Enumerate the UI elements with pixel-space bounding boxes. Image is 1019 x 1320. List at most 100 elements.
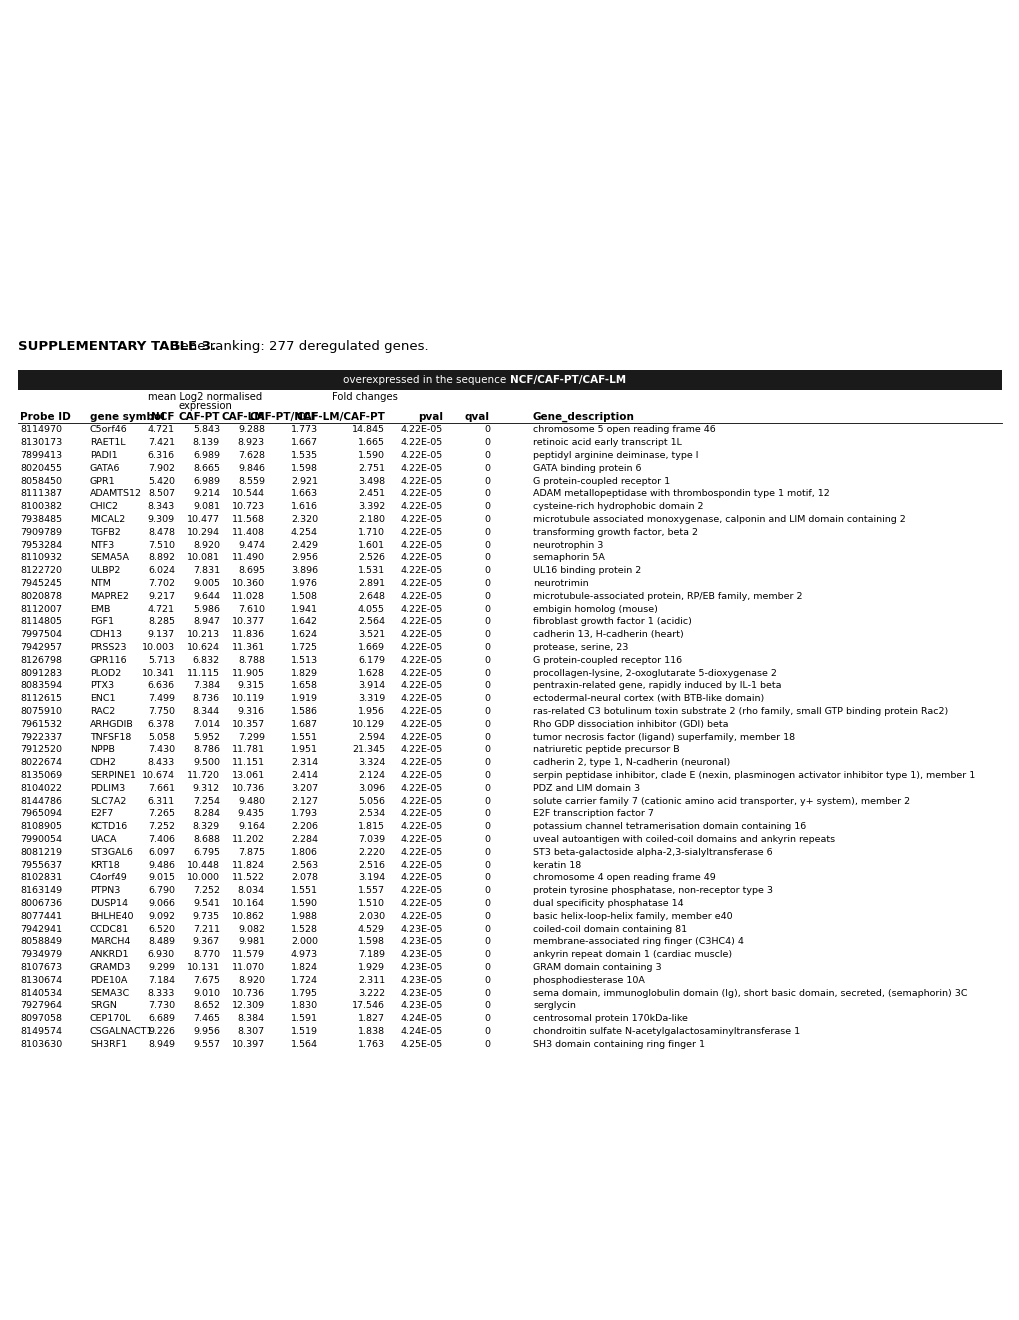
Text: 4.24E-05: 4.24E-05 — [400, 1027, 442, 1036]
Text: retinoic acid early transcript 1L: retinoic acid early transcript 1L — [533, 438, 682, 447]
Text: 4.22E-05: 4.22E-05 — [400, 822, 442, 832]
Text: 6.689: 6.689 — [148, 1014, 175, 1023]
Text: 0: 0 — [484, 784, 489, 793]
Text: UACA: UACA — [90, 836, 116, 843]
Text: 1.665: 1.665 — [358, 438, 384, 447]
Text: 4.25E-05: 4.25E-05 — [400, 1040, 442, 1049]
Text: 0: 0 — [484, 630, 489, 639]
Text: 3.392: 3.392 — [358, 503, 384, 511]
Text: RAET1L: RAET1L — [90, 438, 125, 447]
Text: 1.624: 1.624 — [290, 630, 318, 639]
Text: 2.751: 2.751 — [358, 463, 384, 473]
Text: 5.952: 5.952 — [193, 733, 220, 742]
Text: 8.788: 8.788 — [237, 656, 265, 665]
Text: 3.222: 3.222 — [358, 989, 384, 998]
Text: keratin 18: keratin 18 — [533, 861, 581, 870]
Text: SEMA5A: SEMA5A — [90, 553, 128, 562]
Text: chromosome 4 open reading frame 49: chromosome 4 open reading frame 49 — [533, 874, 715, 883]
Text: 4.22E-05: 4.22E-05 — [400, 643, 442, 652]
Text: 3.521: 3.521 — [358, 630, 384, 639]
Text: procollagen-lysine, 2-oxoglutarate 5-dioxygenase 2: procollagen-lysine, 2-oxoglutarate 5-dio… — [533, 669, 776, 677]
Text: uveal autoantigen with coiled-coil domains and ankyrin repeats: uveal autoantigen with coiled-coil domai… — [533, 836, 835, 843]
Text: NPPB: NPPB — [90, 746, 115, 755]
Text: neurotrimin: neurotrimin — [533, 579, 588, 589]
Text: PRSS23: PRSS23 — [90, 643, 126, 652]
Text: 4.22E-05: 4.22E-05 — [400, 553, 442, 562]
Text: 5.986: 5.986 — [193, 605, 220, 614]
Text: 7.465: 7.465 — [193, 1014, 220, 1023]
Text: 1.725: 1.725 — [290, 643, 318, 652]
Text: 4.22E-05: 4.22E-05 — [400, 899, 442, 908]
Text: CAF-LM/CAF-PT: CAF-LM/CAF-PT — [296, 412, 384, 422]
Text: 1.793: 1.793 — [290, 809, 318, 818]
Text: NTF3: NTF3 — [90, 541, 114, 549]
Text: KRT18: KRT18 — [90, 861, 119, 870]
Text: 6.378: 6.378 — [148, 719, 175, 729]
Text: 9.015: 9.015 — [148, 874, 175, 883]
Text: 1.590: 1.590 — [358, 451, 384, 461]
Text: 0: 0 — [484, 463, 489, 473]
Text: ankyrin repeat domain 1 (cardiac muscle): ankyrin repeat domain 1 (cardiac muscle) — [533, 950, 732, 960]
Text: 1.564: 1.564 — [290, 1040, 318, 1049]
Text: 10.736: 10.736 — [231, 784, 265, 793]
Text: 9.435: 9.435 — [237, 809, 265, 818]
Text: 7.730: 7.730 — [148, 1002, 175, 1011]
Text: E2F7: E2F7 — [90, 809, 113, 818]
Text: 1.535: 1.535 — [290, 451, 318, 461]
Text: 2.534: 2.534 — [358, 809, 384, 818]
Text: 5.713: 5.713 — [148, 656, 175, 665]
Text: 10.723: 10.723 — [231, 503, 265, 511]
Text: 1.838: 1.838 — [358, 1027, 384, 1036]
Text: 1.829: 1.829 — [290, 669, 318, 677]
Text: TGFB2: TGFB2 — [90, 528, 120, 537]
Text: 7.902: 7.902 — [148, 463, 175, 473]
Text: 0: 0 — [484, 425, 489, 434]
Text: pentraxin-related gene, rapidly induced by IL-1 beta: pentraxin-related gene, rapidly induced … — [533, 681, 781, 690]
Text: microtubule-associated protein, RP/EB family, member 2: microtubule-associated protein, RP/EB fa… — [533, 591, 802, 601]
Text: 4.254: 4.254 — [290, 528, 318, 537]
Text: 2.648: 2.648 — [358, 591, 384, 601]
Text: EMB: EMB — [90, 605, 110, 614]
Text: C4orf49: C4orf49 — [90, 874, 127, 883]
Text: 0: 0 — [484, 566, 489, 576]
Text: 11.408: 11.408 — [231, 528, 265, 537]
Text: 7.831: 7.831 — [193, 566, 220, 576]
Text: 3.324: 3.324 — [358, 758, 384, 767]
Text: coiled-coil domain containing 81: coiled-coil domain containing 81 — [533, 925, 687, 933]
Text: CEP170L: CEP170L — [90, 1014, 131, 1023]
Text: 8108905: 8108905 — [20, 822, 62, 832]
Text: 4.22E-05: 4.22E-05 — [400, 490, 442, 499]
Text: 8.923: 8.923 — [237, 438, 265, 447]
Text: 0: 0 — [484, 950, 489, 960]
Text: membrane-associated ring finger (C3HC4) 4: membrane-associated ring finger (C3HC4) … — [533, 937, 743, 946]
Text: 0: 0 — [484, 886, 489, 895]
Text: 2.127: 2.127 — [290, 797, 318, 805]
Text: 12.309: 12.309 — [231, 1002, 265, 1011]
Text: 4.23E-05: 4.23E-05 — [400, 975, 442, 985]
Text: semaphorin 5A: semaphorin 5A — [533, 553, 604, 562]
Text: cadherin 13, H-cadherin (heart): cadherin 13, H-cadherin (heart) — [533, 630, 683, 639]
Text: 1.551: 1.551 — [290, 733, 318, 742]
Text: 8022674: 8022674 — [20, 758, 62, 767]
Text: 8075910: 8075910 — [20, 708, 62, 715]
Text: 1.663: 1.663 — [290, 490, 318, 499]
Text: 0: 0 — [484, 605, 489, 614]
Text: Gene_description: Gene_description — [533, 412, 634, 422]
Text: 11.115: 11.115 — [186, 669, 220, 677]
Text: 5.056: 5.056 — [358, 797, 384, 805]
Text: CAF-PT: CAF-PT — [178, 412, 220, 422]
Text: 11.568: 11.568 — [231, 515, 265, 524]
Text: 0: 0 — [484, 618, 489, 627]
Text: 8.786: 8.786 — [193, 746, 220, 755]
Text: 1.557: 1.557 — [358, 886, 384, 895]
Text: 0: 0 — [484, 669, 489, 677]
Text: 8114805: 8114805 — [20, 618, 62, 627]
Text: 1.531: 1.531 — [358, 566, 384, 576]
Text: 8006736: 8006736 — [20, 899, 62, 908]
Text: protease, serine, 23: protease, serine, 23 — [533, 643, 628, 652]
Text: 2.030: 2.030 — [358, 912, 384, 921]
Text: 6.520: 6.520 — [148, 925, 175, 933]
Text: GRAMD3: GRAMD3 — [90, 964, 131, 972]
Bar — [18, 370, 1001, 389]
Text: 2.320: 2.320 — [290, 515, 318, 524]
